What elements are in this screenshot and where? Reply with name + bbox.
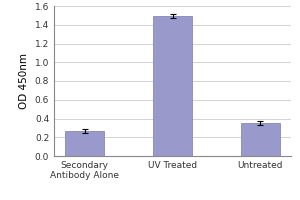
Bar [153,16,192,156]
Bar [65,131,104,156]
Y-axis label: OD 450nm: OD 450nm [19,53,29,109]
Bar [241,123,280,156]
